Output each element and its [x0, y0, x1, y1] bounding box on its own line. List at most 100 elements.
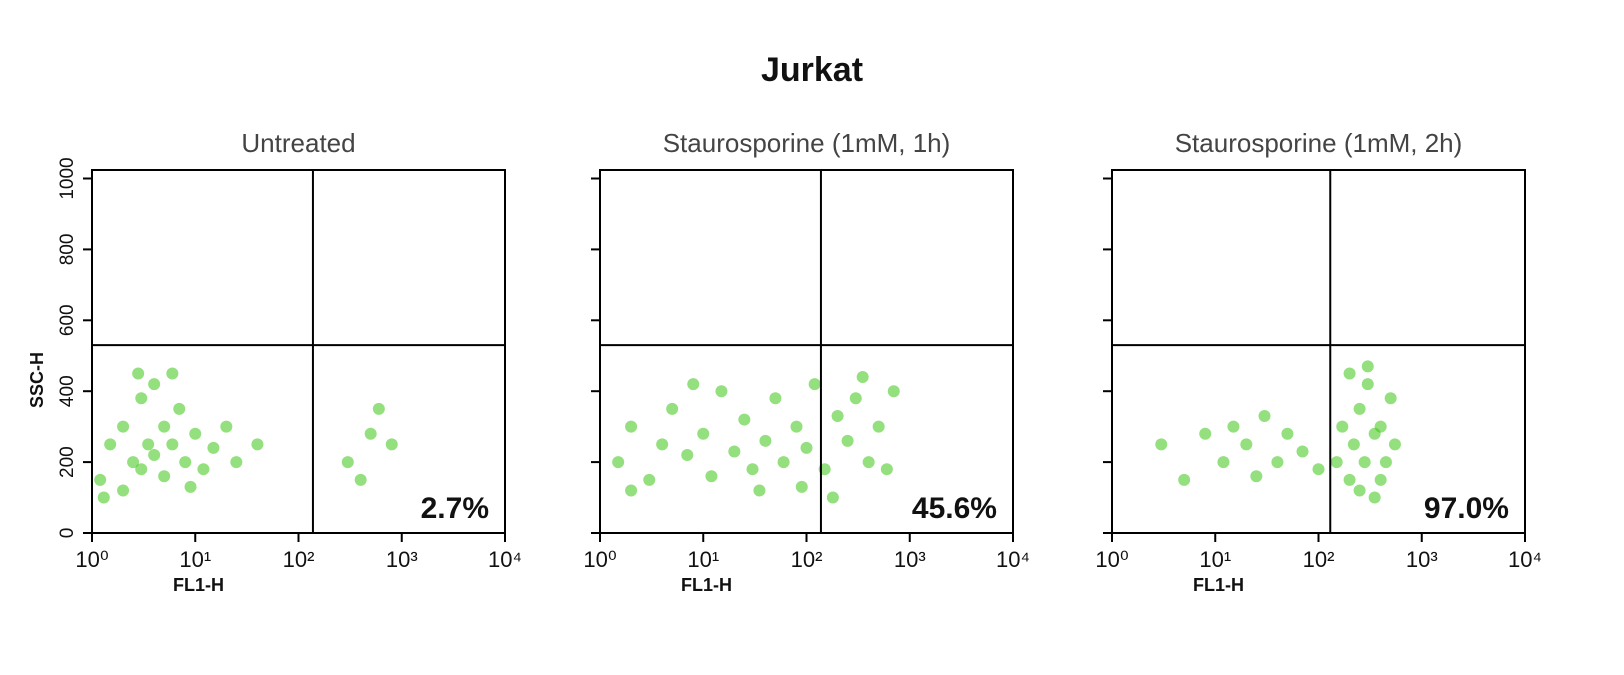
- event-dot: [148, 378, 161, 391]
- panel-title: Staurosporine (1mM, 2h): [1175, 128, 1463, 158]
- event-dot: [158, 420, 171, 433]
- event-dot: [97, 491, 110, 504]
- event-dot: [184, 480, 197, 493]
- event-dot: [880, 463, 893, 476]
- x-tick-label: 10²: [283, 547, 315, 572]
- event-dot: [1281, 427, 1294, 440]
- event-dot: [1361, 378, 1374, 391]
- event-dot: [1227, 420, 1240, 433]
- quadrant-percent: 45.6%: [912, 492, 997, 525]
- event-dot: [1155, 438, 1168, 451]
- x-tick-label: 10²: [1303, 547, 1335, 572]
- event-dot: [872, 420, 885, 433]
- y-tick-label: 800: [57, 234, 78, 266]
- event-dot: [179, 456, 192, 469]
- event-dot: [643, 473, 656, 486]
- event-dot: [808, 378, 821, 391]
- event-dot: [795, 480, 808, 493]
- panel-title: Untreated: [241, 128, 355, 158]
- event-dot: [1343, 473, 1356, 486]
- event-dot: [354, 473, 367, 486]
- event-dot: [1336, 420, 1349, 433]
- event-dot: [826, 491, 839, 504]
- x-tick-label: 10²: [791, 547, 823, 572]
- event-dot: [728, 445, 741, 458]
- y-tick-label: 600: [57, 304, 78, 336]
- event-dot: [715, 385, 728, 398]
- x-tick-label: 10³: [386, 547, 418, 572]
- x-tick-label: 10¹: [1199, 547, 1231, 572]
- event-dot: [831, 410, 844, 423]
- event-dot: [1343, 367, 1356, 380]
- event-dot: [625, 484, 638, 497]
- event-dot: [666, 402, 679, 415]
- event-dot: [687, 378, 700, 391]
- x-tick-label: 10⁰: [583, 547, 616, 572]
- event-dot: [364, 427, 377, 440]
- event-dot: [1258, 410, 1271, 423]
- event-dot: [385, 438, 398, 451]
- event-dot: [372, 402, 385, 415]
- event-dot: [251, 438, 264, 451]
- y-tick-label: 400: [57, 375, 78, 407]
- event-dot: [1312, 463, 1325, 476]
- event-dot: [1374, 473, 1387, 486]
- plot-frame: [91, 169, 506, 534]
- y-tick-label: 0: [57, 528, 78, 539]
- event-dot: [1368, 491, 1381, 504]
- quadrant-percent: 97.0%: [1424, 492, 1509, 525]
- event-dot: [1250, 470, 1263, 483]
- quadrant-percent: 2.7%: [421, 492, 489, 525]
- x-tick-label: 10⁰: [1095, 547, 1128, 572]
- event-dot: [1199, 427, 1212, 440]
- event-dot: [94, 473, 107, 486]
- event-dot: [104, 438, 117, 451]
- figure-title: Jurkat: [761, 51, 863, 89]
- panel-title: Staurosporine (1mM, 1h): [663, 128, 951, 158]
- event-dot: [1330, 456, 1343, 469]
- x-tick-label: 10³: [1406, 547, 1438, 572]
- event-dot: [117, 484, 130, 497]
- event-dot: [862, 456, 875, 469]
- plot-frame: [1111, 169, 1526, 534]
- x-axis-label: FL1-H: [1193, 575, 1244, 595]
- event-dot: [173, 402, 186, 415]
- event-dot: [117, 420, 130, 433]
- event-dot: [681, 449, 694, 462]
- x-tick-label: 10¹: [687, 547, 719, 572]
- event-dot: [705, 470, 718, 483]
- event-dot: [849, 392, 862, 405]
- event-dot: [148, 449, 161, 462]
- event-dot: [1379, 456, 1392, 469]
- event-dot: [158, 470, 171, 483]
- event-dot: [656, 438, 669, 451]
- event-dot: [1388, 438, 1401, 451]
- event-dot: [127, 456, 140, 469]
- event-dot: [1384, 392, 1397, 405]
- event-dot: [612, 456, 625, 469]
- event-dot: [1353, 402, 1366, 415]
- event-dot: [841, 434, 854, 447]
- event-dot: [1296, 445, 1309, 458]
- event-dot: [887, 385, 900, 398]
- event-dot: [800, 441, 813, 454]
- event-dot: [769, 392, 782, 405]
- event-dot: [1217, 456, 1230, 469]
- x-tick-label: 10⁴: [488, 547, 522, 572]
- event-dot: [341, 456, 354, 469]
- event-dot: [753, 484, 766, 497]
- event-dot: [1374, 420, 1387, 433]
- event-dot: [166, 438, 179, 451]
- event-dot: [738, 413, 751, 426]
- event-dot: [625, 420, 638, 433]
- event-dot: [697, 427, 710, 440]
- event-dot: [142, 438, 155, 451]
- x-tick-label: 10⁴: [1508, 547, 1542, 572]
- event-dot: [759, 434, 772, 447]
- event-dot: [230, 456, 243, 469]
- event-dot: [132, 367, 145, 380]
- x-tick-label: 10⁰: [75, 547, 108, 572]
- x-tick-label: 10⁴: [996, 547, 1030, 572]
- event-dot: [166, 367, 179, 380]
